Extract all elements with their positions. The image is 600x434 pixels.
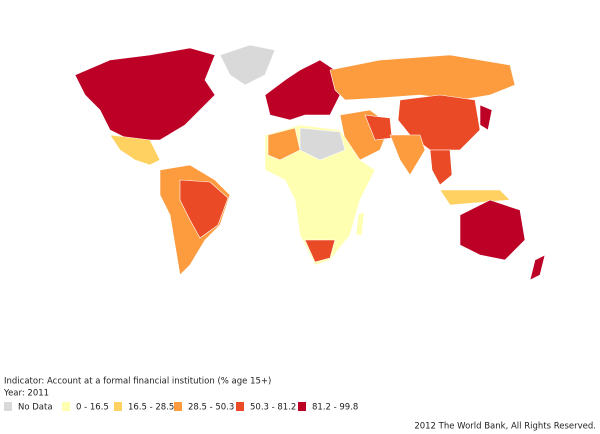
- north-america: [74, 47, 216, 141]
- indonesia: [439, 189, 511, 206]
- russia: [329, 54, 516, 101]
- legend-swatch: [298, 402, 306, 411]
- new-zealand: [529, 254, 546, 281]
- legend-swatch: [174, 402, 182, 411]
- africa: [264, 124, 376, 266]
- india: [389, 134, 426, 176]
- madagascar: [355, 211, 365, 236]
- legend-label: 16.5 - 28.5: [128, 403, 174, 413]
- legend-label: 81.2 - 99.8: [312, 403, 358, 413]
- australia: [459, 199, 526, 261]
- europe: [264, 59, 341, 121]
- southeast-asia: [429, 149, 453, 186]
- legend-label: 0 - 16.5: [76, 403, 109, 413]
- japan: [479, 104, 493, 131]
- sahara: [299, 127, 346, 161]
- copyright: 2012 The World Bank, All Rights Reserved…: [414, 422, 596, 432]
- brazil: [179, 179, 229, 239]
- legend-label: 50.3 - 81.2: [250, 403, 296, 413]
- legend-swatch: [236, 402, 244, 411]
- central-america: [109, 134, 161, 166]
- legend-swatch: [62, 402, 70, 411]
- legend-swatch: [114, 402, 122, 411]
- legend-swatch: [4, 402, 12, 411]
- legend-label: 28.5 - 50.3: [188, 403, 234, 413]
- year-label: Year: 2011: [3, 389, 49, 399]
- north-africa: [267, 127, 301, 161]
- south-africa: [304, 239, 336, 263]
- world-map: [74, 44, 546, 281]
- greenland: [219, 44, 276, 86]
- legend-label: No Data: [18, 403, 53, 413]
- indicator-label: Indicator: Account at a formal financial…: [4, 377, 271, 387]
- legend: No Data 0 - 16.5 16.5 - 28.5 28.5 - 50.3 50.…: [4, 402, 358, 413]
